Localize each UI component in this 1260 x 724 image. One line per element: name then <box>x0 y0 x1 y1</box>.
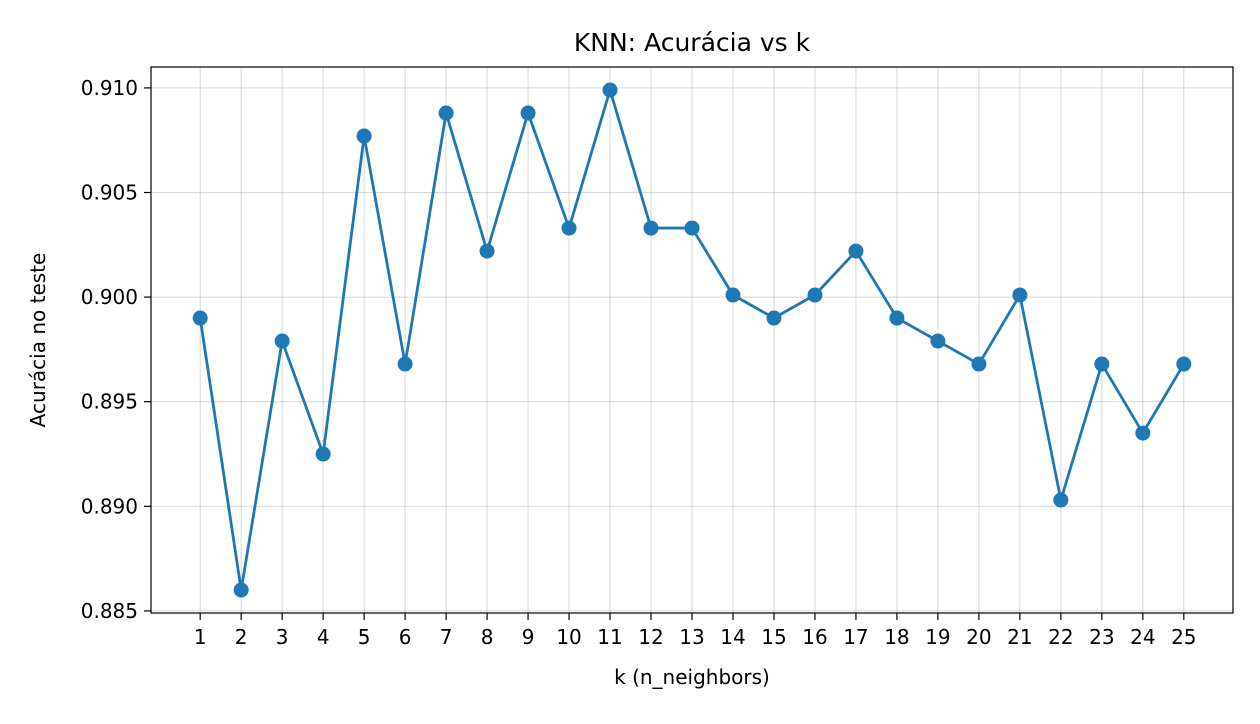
x-tick-label: 19 <box>925 625 950 649</box>
x-tick-label: 14 <box>720 625 745 649</box>
data-point <box>930 333 946 349</box>
data-point <box>1053 492 1069 508</box>
data-point <box>1135 425 1151 441</box>
data-point <box>971 356 987 372</box>
data-point <box>889 310 905 326</box>
x-tick-label: 5 <box>358 625 371 649</box>
data-point <box>643 220 659 236</box>
x-tick-label: 3 <box>276 625 289 649</box>
data-point <box>1012 287 1028 303</box>
data-point <box>397 356 413 372</box>
x-tick-label: 16 <box>802 625 827 649</box>
y-axis-label: Acurácia no teste <box>26 253 50 428</box>
x-tick-label: 6 <box>399 625 412 649</box>
x-tick-label: 22 <box>1048 625 1073 649</box>
x-tick-label: 8 <box>481 625 494 649</box>
y-tick-label: 0.885 <box>81 599 138 623</box>
data-point <box>438 105 454 121</box>
y-tick-label: 0.895 <box>81 390 138 414</box>
data-point <box>520 105 536 121</box>
data-point <box>561 220 577 236</box>
x-tick-label: 4 <box>317 625 330 649</box>
x-tick-label: 17 <box>843 625 868 649</box>
x-tick-label: 25 <box>1171 625 1196 649</box>
y-tick-label: 0.910 <box>81 76 138 100</box>
x-tick-label: 1 <box>194 625 207 649</box>
data-point <box>1094 356 1110 372</box>
data-point <box>233 582 249 598</box>
data-point <box>315 446 331 462</box>
data-point <box>274 333 290 349</box>
x-tick-label: 10 <box>556 625 581 649</box>
x-tick-label: 18 <box>884 625 909 649</box>
series-layer <box>192 82 1192 598</box>
data-point <box>766 310 782 326</box>
x-tick-label: 23 <box>1089 625 1114 649</box>
grid <box>151 67 1233 613</box>
data-point <box>479 243 495 259</box>
x-tick-label: 9 <box>522 625 535 649</box>
x-tick-label: 7 <box>440 625 453 649</box>
y-tick-label: 0.900 <box>81 285 138 309</box>
data-point <box>725 287 741 303</box>
x-tick-label: 21 <box>1007 625 1032 649</box>
y-tick-label: 0.890 <box>81 494 138 518</box>
chart-title: KNN: Acurácia vs k <box>574 28 811 57</box>
data-point <box>356 128 372 144</box>
x-tick-label: 12 <box>638 625 663 649</box>
data-point <box>192 310 208 326</box>
x-tick-label: 24 <box>1130 625 1155 649</box>
data-point <box>848 243 864 259</box>
x-axis-ticks: 1 2 3 4 5 6 7 8 9 10 11 12 13 14 15 16 17 18 19 20 21 22 23 24 2… <box>194 613 1197 649</box>
x-tick-label: 15 <box>761 625 786 649</box>
x-tick-label: 20 <box>966 625 991 649</box>
data-point <box>1176 356 1192 372</box>
x-tick-label: 11 <box>597 625 622 649</box>
x-tick-label: 13 <box>679 625 704 649</box>
data-point <box>807 287 823 303</box>
data-point <box>602 82 618 98</box>
x-axis-label: k (n_neighbors) <box>614 665 770 689</box>
y-axis-ticks: 0.885 0.890 0.895 0.900 0.905 0.910 <box>81 76 151 623</box>
data-point <box>684 220 700 236</box>
y-tick-label: 0.905 <box>81 181 138 205</box>
x-tick-label: 2 <box>235 625 248 649</box>
